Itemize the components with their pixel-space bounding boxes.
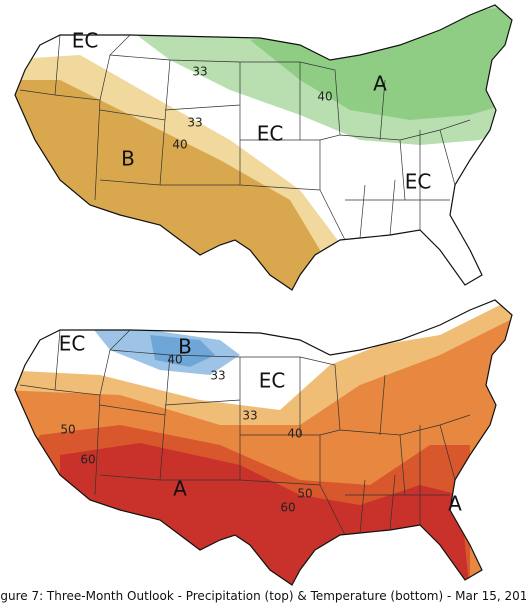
- region-label: EC: [59, 332, 86, 356]
- contour-label: 33: [192, 65, 207, 79]
- region-label: B: [121, 147, 135, 171]
- contour-label: 40: [287, 427, 302, 441]
- region-label: A: [373, 72, 387, 96]
- region-label: EC: [257, 122, 284, 146]
- contour-label: 50: [297, 487, 312, 501]
- contour-label: 33: [210, 369, 225, 383]
- contour-label: 33: [187, 116, 202, 130]
- region-label: A: [173, 477, 187, 501]
- region-label: EC: [72, 29, 99, 53]
- region-label: EC: [405, 170, 432, 194]
- contour-label: 40: [167, 353, 182, 367]
- contour-label: 40: [317, 90, 332, 104]
- region-label: B: [178, 335, 192, 359]
- region-label: A: [448, 492, 462, 516]
- contour-label: 60: [80, 453, 95, 467]
- contour-label: 33: [242, 409, 257, 423]
- contour-label: 50: [60, 423, 75, 437]
- contour-label: 40: [172, 138, 187, 152]
- caption: Figure 7: Three-Month Outlook - Precipit…: [0, 589, 526, 603]
- region-label: EC: [259, 369, 286, 393]
- contour-label: 60: [280, 501, 295, 515]
